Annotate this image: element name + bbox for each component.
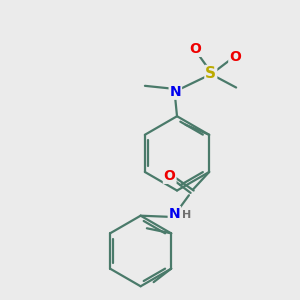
Text: O: O <box>229 50 241 64</box>
Text: S: S <box>205 66 216 81</box>
Text: O: O <box>190 42 202 56</box>
Text: N: N <box>169 85 181 99</box>
Text: H: H <box>182 210 191 220</box>
Text: N: N <box>169 207 180 221</box>
Text: O: O <box>164 169 176 183</box>
